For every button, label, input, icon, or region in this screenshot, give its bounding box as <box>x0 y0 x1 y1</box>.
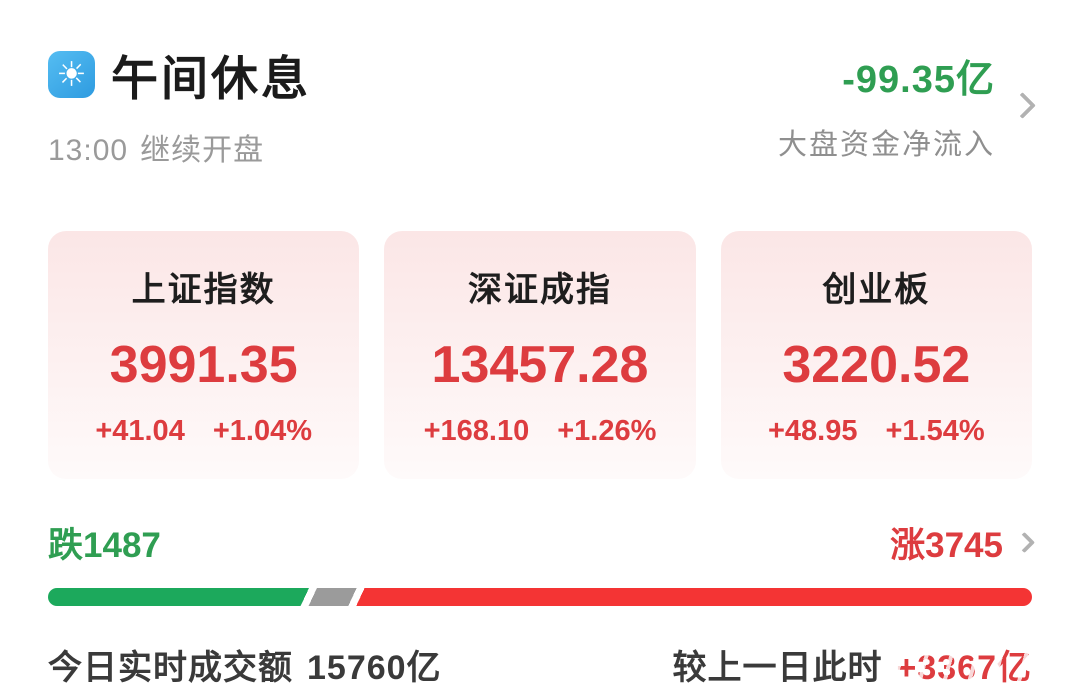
today-turnover-label: 今日实时成交额 <box>48 649 293 687</box>
index-change: +168.10 +1.26% <box>424 415 657 448</box>
index-value: 3991.35 <box>109 336 298 394</box>
today-turnover-value: 15760亿 <box>307 649 442 687</box>
advance-decline-bar <box>48 588 1032 606</box>
index-cards: 上证指数 3991.35 +41.04 +1.04% 深证成指 13457.28… <box>0 231 1080 479</box>
index-name: 深证成指 <box>467 271 612 309</box>
advance-decline-bar-wrap <box>48 588 1032 606</box>
page-title: 午间休息 <box>111 52 311 105</box>
index-card-chinext[interactable]: 创业板 3220.52 +48.95 +1.54% <box>720 231 1032 479</box>
session-block: ☀ 午间休息 13:00 继续开盘 <box>48 40 311 169</box>
advancers-count: 涨3745 <box>890 526 1003 565</box>
net-flow-link[interactable]: -99.35亿 大盘资金净流入 <box>777 48 1036 163</box>
index-change-abs: +41.04 <box>95 415 185 447</box>
advance-decline-row: 跌1487 涨3745 <box>0 517 1080 568</box>
index-name: 上证指数 <box>131 271 276 309</box>
index-change-pct: +1.26% <box>557 415 657 447</box>
index-change: +48.95 +1.54% <box>768 415 985 448</box>
comparison-label: 较上一日此时 <box>672 649 883 687</box>
index-card-shanghai[interactable]: 上证指数 3991.35 +41.04 +1.04% <box>48 231 360 479</box>
header: ☀ 午间休息 13:00 继续开盘 -99.35亿 大盘资金净流入 <box>0 0 1080 169</box>
session-time: 13:00 <box>48 134 129 167</box>
sun-icon: ☀ <box>48 51 95 98</box>
advancers-link[interactable]: 涨3745 <box>890 517 1036 568</box>
index-change-abs: +48.95 <box>767 415 858 447</box>
today-turnover: 今日实时成交额 15760亿 <box>48 640 442 689</box>
net-flow-label: 大盘资金净流入 <box>777 129 995 161</box>
turnover-row: 今日实时成交额 15760亿 较上一日此时 +3367亿 <box>0 638 1080 691</box>
chevron-right-icon <box>1009 92 1036 119</box>
index-name: 创业板 <box>822 271 931 309</box>
comparison-value: +3367亿 <box>894 638 1034 691</box>
net-flow-value: -99.35亿 <box>842 59 995 101</box>
index-change-abs: +168.10 <box>423 415 530 447</box>
session-status: 继续开盘 <box>140 134 265 167</box>
index-change-pct: +1.54% <box>885 415 985 447</box>
index-card-shenzhen[interactable]: 深证成指 13457.28 +168.10 +1.26% <box>384 231 696 479</box>
chevron-right-icon <box>1013 531 1036 554</box>
turnover-comparison: 较上一日此时 +3367亿 <box>672 638 1034 691</box>
decliners-count: 跌1487 <box>48 526 161 565</box>
index-value: 3220.52 <box>782 336 971 394</box>
index-change: +41.04 +1.04% <box>95 415 312 448</box>
index-change-pct: +1.04% <box>212 415 312 447</box>
index-value: 13457.28 <box>431 336 649 394</box>
session-subtitle: 13:00 继续开盘 <box>48 125 311 169</box>
